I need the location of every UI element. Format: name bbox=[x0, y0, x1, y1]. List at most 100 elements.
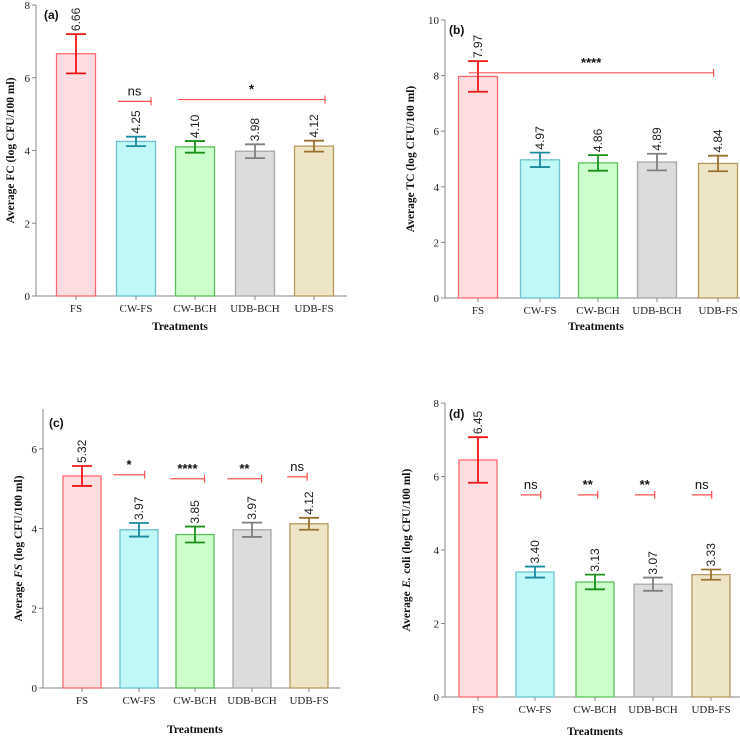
value-label: 4.86 bbox=[591, 128, 605, 152]
y-axis-label: Average FS (log CFU/100 ml) bbox=[13, 475, 25, 621]
y-tick-label: 8 bbox=[434, 398, 440, 410]
error-bar bbox=[468, 60, 488, 93]
x-tick-label: UDB-BCH bbox=[227, 695, 277, 707]
significance-label: ** bbox=[239, 461, 250, 476]
x-axis-label: Treatments bbox=[568, 321, 624, 333]
error-bar bbox=[643, 576, 663, 592]
significance-label: ns bbox=[695, 477, 709, 492]
y-axis-label: Average FC (log CFU/100 ml) bbox=[5, 77, 17, 223]
value-label: 4.10 bbox=[188, 114, 202, 138]
x-tick-label: UDB-FS bbox=[294, 303, 333, 315]
y-tick-label: 2 bbox=[434, 619, 440, 631]
y-tick-label: 8 bbox=[434, 71, 440, 83]
y-tick-label: 2 bbox=[25, 218, 31, 230]
y-axis-label: Average TC (log CFU/100 ml) bbox=[405, 86, 417, 233]
bar-fs bbox=[457, 75, 499, 299]
x-tick-label: CW-FS bbox=[119, 303, 152, 315]
bar-fs bbox=[458, 459, 498, 698]
value-label: 4.84 bbox=[711, 129, 725, 153]
x-tick-label: FS bbox=[472, 704, 484, 716]
y-tick-label: 6 bbox=[434, 126, 440, 138]
bar-cw-fs bbox=[515, 571, 555, 698]
bar-cw-bch bbox=[175, 533, 215, 689]
x-axis-label: Treatments bbox=[567, 726, 623, 738]
panel-label: (d) bbox=[449, 407, 464, 421]
chart-panel-c: 0 2 4 6 5.32 FS 3.97 CW-FS 3.85 CW-BCH 3.97 UDB-BCH… bbox=[13, 409, 341, 736]
bar-cw-bch bbox=[174, 146, 216, 297]
y-axis-label-italic: E. bbox=[401, 577, 413, 589]
x-tick-label: UDB-FS bbox=[698, 305, 737, 317]
error-bar bbox=[647, 152, 667, 172]
error-bar bbox=[185, 525, 205, 544]
significance-label: ** bbox=[583, 477, 594, 492]
value-label: 3.13 bbox=[588, 548, 602, 572]
y-tick-label: 4 bbox=[434, 545, 440, 557]
value-label: 4.12 bbox=[307, 114, 321, 138]
y-axis-label-prefix: Average bbox=[401, 591, 413, 631]
error-bar bbox=[708, 154, 728, 173]
value-label: 3.40 bbox=[528, 540, 542, 564]
x-tick-label: UDB-FS bbox=[691, 704, 730, 716]
value-label: 6.45 bbox=[471, 410, 485, 434]
error-bar bbox=[525, 565, 545, 579]
x-tick-label: UDB-BCH bbox=[632, 305, 682, 317]
x-tick-label: CW-FS bbox=[122, 695, 155, 707]
error-bar bbox=[129, 522, 149, 538]
x-tick-label: CW-BCH bbox=[576, 305, 619, 317]
x-tick-label: CW-BCH bbox=[173, 303, 216, 315]
x-tick-label: FS bbox=[472, 305, 484, 317]
y-axis-label-suffix: (log CFU/100 ml) bbox=[13, 475, 25, 560]
value-label: 3.85 bbox=[188, 500, 202, 524]
x-tick-label: CW-BCH bbox=[173, 695, 216, 707]
x-axis-label: Treatments bbox=[152, 321, 208, 333]
y-tick-label: 6 bbox=[434, 472, 440, 484]
significance-label: * bbox=[126, 457, 132, 472]
bar-udb-bch bbox=[234, 150, 276, 297]
bar-cw-fs bbox=[119, 529, 159, 689]
y-tick-label: 0 bbox=[434, 293, 440, 305]
value-label: 3.97 bbox=[132, 496, 146, 520]
y-tick-label: 4 bbox=[32, 524, 38, 536]
bar-fs bbox=[62, 475, 102, 689]
error-bar bbox=[468, 436, 488, 484]
y-tick-label: 8 bbox=[25, 0, 31, 12]
x-tick-label: UDB-BCH bbox=[230, 303, 280, 315]
x-tick-label: UDB-FS bbox=[289, 695, 328, 707]
y-tick-label: 4 bbox=[25, 146, 31, 158]
y-tick-label: 6 bbox=[25, 73, 31, 85]
value-label: 3.07 bbox=[646, 551, 660, 575]
error-bar bbox=[126, 135, 146, 148]
significance-label: **** bbox=[177, 461, 198, 476]
chart-panel-b: 0 2 4 6 8 10 7.97 FS 4.97 CW-FS 4.86 CW-BCH 4.89 UDB-… bbox=[405, 15, 740, 333]
x-tick-label: CW-FS bbox=[523, 305, 556, 317]
value-label: 3.97 bbox=[245, 496, 259, 520]
significance-label: * bbox=[249, 82, 255, 97]
value-label: 4.12 bbox=[302, 491, 316, 515]
significance-label: ns bbox=[128, 83, 142, 98]
error-bar bbox=[585, 573, 605, 591]
error-bar bbox=[242, 521, 262, 538]
y-axis-label: Average E. coli (log CFU/100 ml) bbox=[401, 469, 413, 632]
chart-panel-a: 0 2 4 6 8 6.66 FS 4.25 CW-FS 4.10 CW-BCH 3.98 UDB-BC… bbox=[5, 0, 347, 333]
x-tick-label: FS bbox=[70, 303, 82, 315]
panel-label: (b) bbox=[449, 23, 464, 37]
x-tick-label: FS bbox=[76, 695, 88, 707]
bar-udb-fs bbox=[697, 162, 739, 299]
x-tick-label: CW-BCH bbox=[573, 704, 616, 716]
y-tick-label: 2 bbox=[32, 603, 38, 615]
value-label: 6.66 bbox=[69, 7, 83, 31]
error-bar bbox=[530, 151, 550, 168]
error-bar bbox=[66, 33, 86, 75]
y-tick-label: 0 bbox=[25, 291, 31, 303]
error-bar bbox=[72, 465, 92, 487]
value-label: 4.97 bbox=[533, 126, 547, 150]
bar-cw-fs bbox=[115, 140, 157, 297]
error-bar bbox=[588, 154, 608, 172]
error-bar bbox=[701, 568, 721, 581]
value-label: 3.98 bbox=[248, 118, 262, 142]
value-label: 4.25 bbox=[129, 110, 143, 134]
y-tick-label: 2 bbox=[434, 237, 440, 249]
y-tick-label: 4 bbox=[434, 182, 440, 194]
chart-panel-d: 0 2 4 6 8 6.45 FS 3.40 CW-FS 3.13 CW-BCH 3.07 UDB-BC… bbox=[401, 398, 740, 738]
